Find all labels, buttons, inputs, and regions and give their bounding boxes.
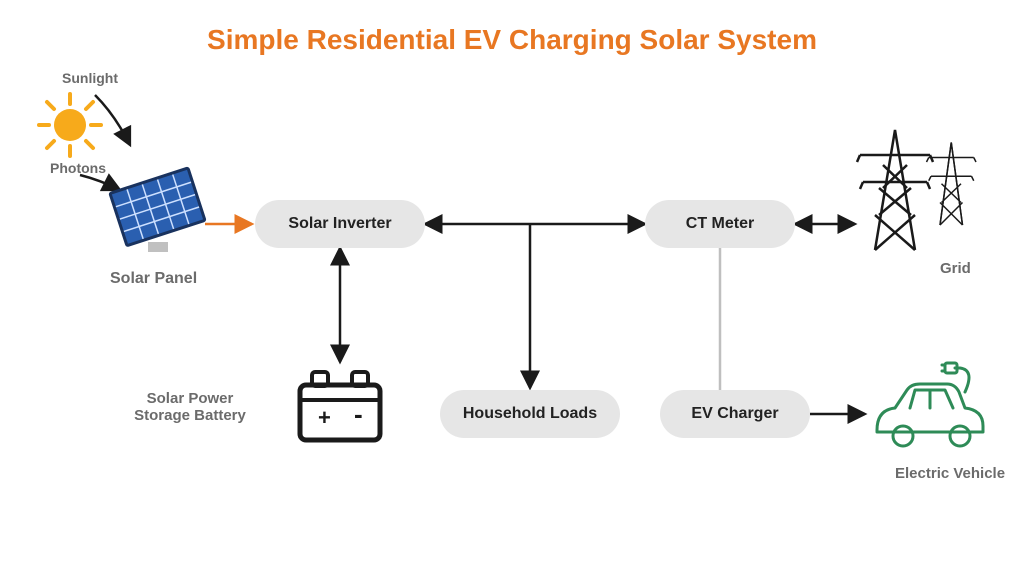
connector-layer [0,0,1024,576]
label-photons: Photons [50,160,106,176]
node-ct-meter: CT Meter [645,200,795,248]
label-grid: Grid [940,260,971,277]
node-ev-charger: EV Charger [660,390,810,438]
label-sunlight: Sunlight [62,70,118,86]
ev-icon [865,360,995,460]
node-solar-inverter: Solar Inverter [255,200,425,248]
sun-icon [35,90,105,160]
node-label: Household Loads [463,405,597,423]
label-solar-panel: Solar Panel [110,270,197,288]
node-label: CT Meter [686,215,754,233]
svg-text:-: - [354,399,363,429]
node-household-loads: Household Loads [440,390,620,438]
node-label: EV Charger [691,405,778,423]
label-ev: Electric Vehicle [895,465,1005,482]
diagram-stage: Simple Residential EV Charging Solar Sys… [0,0,1024,576]
label-battery: Solar Power Storage Battery [120,390,260,424]
svg-text:+: + [318,405,331,430]
solar-panel-icon [100,150,215,265]
battery-icon: + - [290,360,390,450]
grid-icon [855,120,995,260]
node-label: Solar Inverter [288,215,391,233]
